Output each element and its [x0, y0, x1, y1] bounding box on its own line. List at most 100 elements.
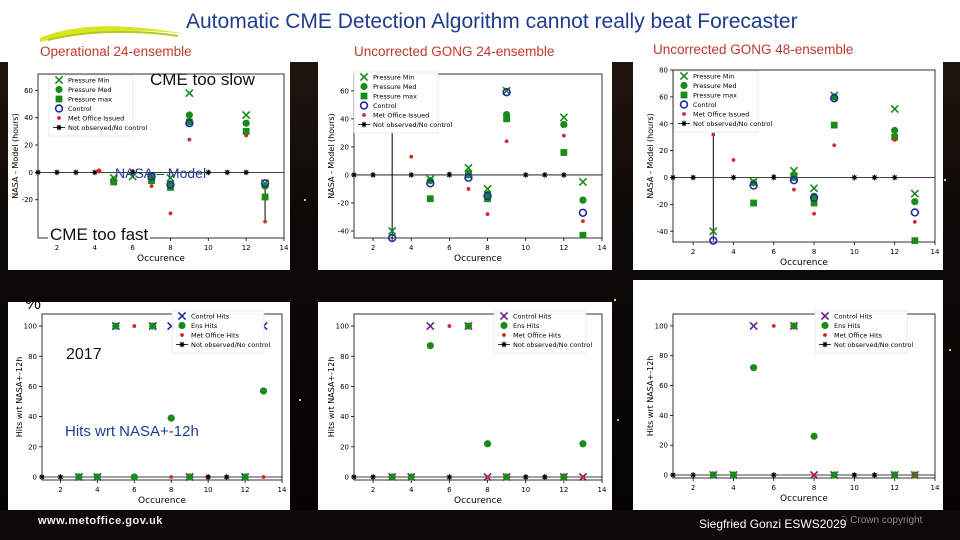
legend-label: Pressure max	[68, 96, 112, 104]
series-ens-hits	[388, 322, 587, 481]
legend-label: Not observed/No control	[68, 124, 147, 132]
footer-url: www.metoffice.gov.uk	[38, 515, 163, 527]
series-met-office-issued	[711, 132, 917, 224]
data-point	[169, 475, 174, 479]
x-tick-label: 12	[242, 244, 251, 252]
data-point	[242, 119, 250, 127]
footer-copyright: © Crown copyright	[840, 515, 923, 526]
y-tick-label: 60	[24, 87, 33, 95]
data-point	[57, 474, 64, 480]
data-point	[891, 174, 898, 181]
data-point	[426, 342, 434, 350]
x-tick-label: 14	[278, 486, 287, 494]
data-point	[890, 104, 899, 114]
x-tick-label: 12	[559, 486, 568, 494]
data-point	[578, 208, 588, 217]
data-point	[426, 321, 435, 331]
series-not-observed-no-control	[351, 172, 567, 178]
y-tick-label: 0	[664, 472, 668, 480]
annotation-percent: %	[25, 293, 42, 313]
data-point	[167, 414, 175, 422]
y-tick-label: 40	[659, 412, 668, 420]
y-tick-label: 80	[659, 352, 668, 360]
chart-panel-hits-gong-24: 2 4 6 8 10 12 14 0 20 40 60 80 100 Occurence Hits wrt …	[318, 302, 612, 510]
y-tick-label: 20	[340, 143, 349, 151]
data-point	[789, 175, 799, 185]
data-point	[911, 237, 919, 245]
data-point	[503, 473, 511, 481]
series-not-observed-no-control	[351, 474, 548, 480]
legend-label: Control Hits	[513, 313, 552, 321]
data-point	[483, 184, 492, 194]
x-tick-label: 2	[691, 248, 695, 256]
legend-marker	[179, 341, 185, 348]
y-tick-label: -40	[657, 228, 668, 236]
legend-label: Not observed/No control	[693, 120, 772, 128]
data-point	[559, 113, 569, 122]
data-point	[851, 472, 858, 478]
data-point	[129, 169, 136, 176]
x-tick-label: 8	[485, 244, 489, 252]
legend-box	[814, 310, 908, 354]
y-tick-label: 0	[345, 171, 349, 179]
y-tick-label: 0	[33, 473, 37, 481]
data-point	[464, 322, 473, 330]
legend-box	[48, 74, 134, 137]
data-point	[891, 126, 899, 135]
y-tick-label: 40	[340, 413, 349, 421]
x-tick-label: 2	[58, 486, 62, 494]
y-tick-label: 100	[655, 322, 668, 330]
y-tick-label: 0	[29, 169, 33, 177]
data-point	[579, 440, 587, 448]
y-axis-label: Hits wrt NASA+-12h	[15, 357, 24, 438]
legend-label: Pressure Min	[693, 73, 734, 81]
series-ens-hits	[75, 322, 268, 481]
data-point	[39, 474, 45, 480]
x-tick-label: 4	[95, 486, 100, 494]
data-point	[241, 110, 251, 120]
y-axis-label: Hits wrt NASA+-12h	[327, 357, 336, 438]
data-point	[149, 184, 154, 188]
data-point	[581, 219, 585, 224]
y-axis-label: NASA - Model (hours)	[646, 113, 655, 198]
data-point	[891, 471, 899, 479]
legend-label: Control	[68, 105, 92, 113]
legend-label: Pressure Med	[68, 86, 112, 94]
data-point	[561, 172, 567, 178]
data-point	[522, 474, 529, 480]
chart-panel-hits-operational: 2 4 6 8 10 12 14 0 20 40 60 80 100 Occurence Hits wrt …	[8, 302, 290, 510]
data-point	[447, 324, 452, 328]
data-point	[75, 473, 83, 481]
y-axis-label: Hits wrt NASA+-12h	[646, 356, 655, 437]
x-axis-label: Occurence	[780, 494, 828, 504]
data-point	[770, 174, 777, 181]
data-point	[426, 179, 435, 188]
chart-marks	[670, 91, 935, 245]
x-axis-label: Occurence	[137, 254, 185, 264]
data-point	[483, 440, 492, 448]
chart-marks	[670, 321, 935, 480]
legend-label: Pressure Min	[373, 74, 414, 82]
x-tick-label: 10	[521, 244, 530, 252]
legend-label: Met Office Hits	[191, 332, 240, 340]
x-tick-label: 2	[691, 484, 695, 492]
annotation-hits-wrt: Hits wrt NASA+-12h	[65, 423, 199, 440]
x-tick-label: 14	[931, 248, 940, 256]
annotation-cme-too-fast: CME too fast	[48, 225, 151, 245]
legend-label: Pressure max	[373, 93, 417, 101]
series-control	[387, 88, 588, 243]
data-point	[810, 432, 818, 440]
data-point	[110, 178, 118, 186]
data-point	[224, 169, 231, 176]
legend-label: Ens Hits	[834, 322, 861, 330]
data-point	[560, 473, 568, 481]
y-axis-label: NASA - Model (hours)	[11, 113, 20, 198]
legend-marker	[681, 120, 687, 127]
data-point	[483, 191, 492, 201]
y-tick-label: 40	[340, 115, 349, 123]
